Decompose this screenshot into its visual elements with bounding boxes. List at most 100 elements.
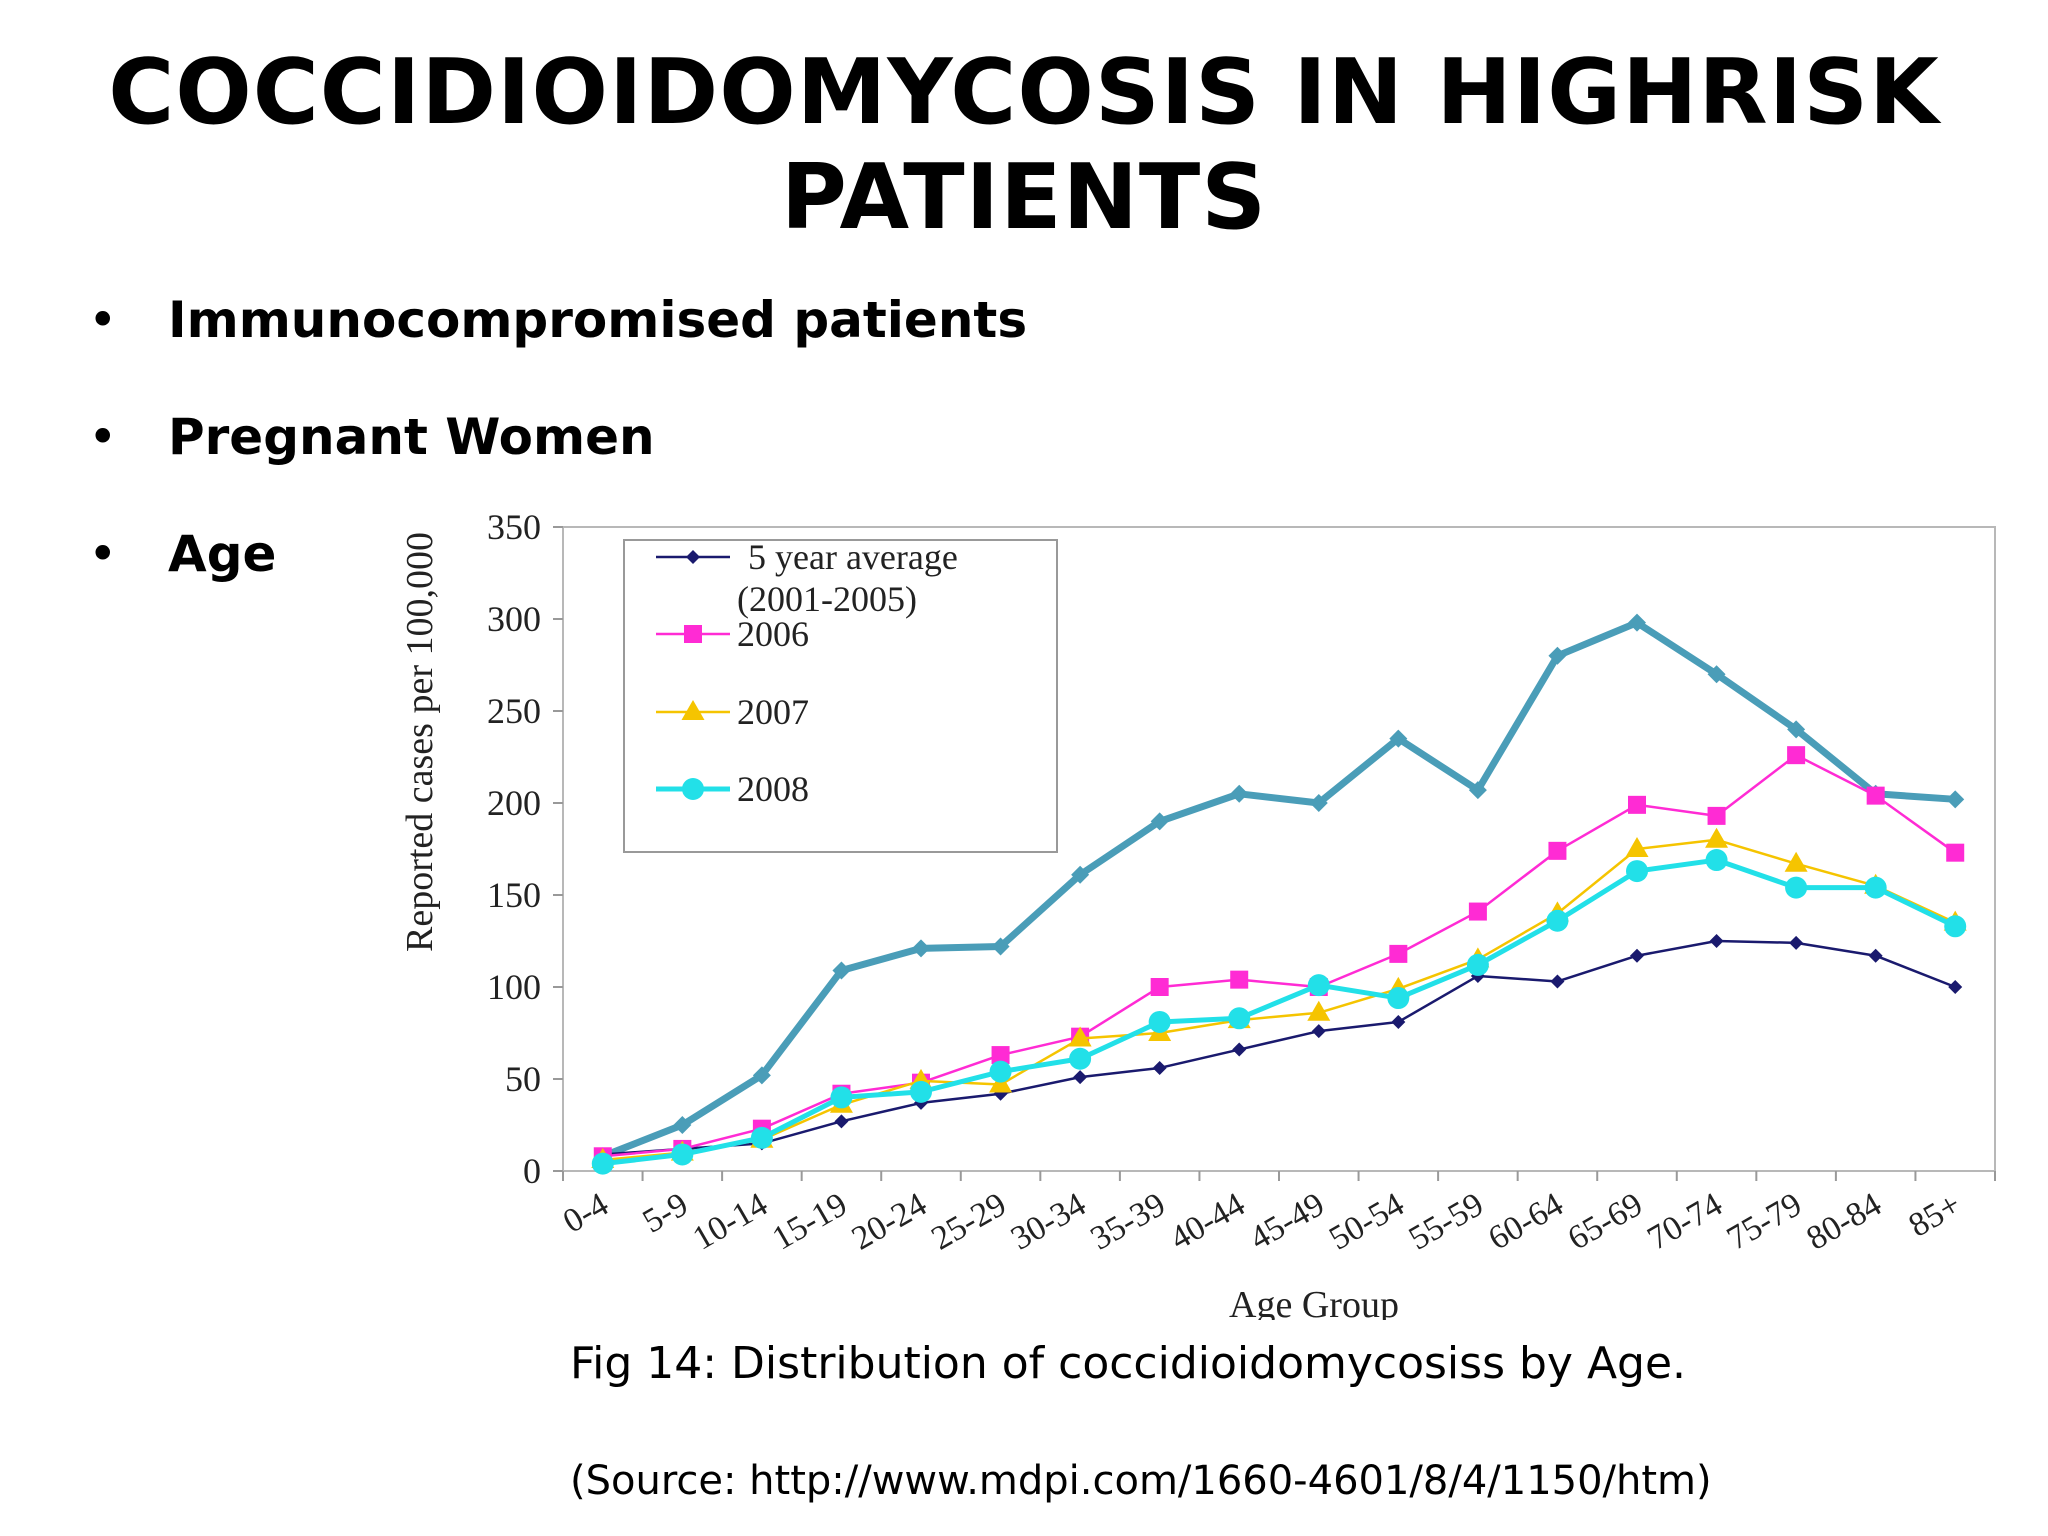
data-point <box>1789 935 1804 950</box>
data-point <box>752 1066 771 1085</box>
x-tick-label: 80-84 <box>1800 1186 1887 1258</box>
bullet-text: Pregnant Women <box>168 408 655 466</box>
data-point <box>1785 876 1808 899</box>
legend-label: (2001-2005) <box>737 579 917 619</box>
legend-label: 5 year average <box>748 537 958 577</box>
data-point <box>1069 1047 1092 1070</box>
legend-item: 5 year average(2001-2005) <box>656 537 958 619</box>
data-point <box>1309 794 1328 812</box>
y-tick-label: 250 <box>487 691 541 731</box>
data-point <box>1864 876 1887 899</box>
data-point <box>1550 974 1565 989</box>
x-tick-label: 15-19 <box>766 1186 853 1258</box>
data-point <box>834 1114 849 1129</box>
series-5-year-average-2001-2005- <box>595 934 1963 1162</box>
data-point <box>682 778 704 800</box>
series-line <box>602 939 1956 1156</box>
x-tick-label: 0-4 <box>557 1186 615 1241</box>
x-tick-label: 30-34 <box>1005 1186 1092 1258</box>
legend-label: 2008 <box>737 769 809 809</box>
data-point <box>1707 806 1726 825</box>
data-point <box>1468 781 1487 800</box>
data-point <box>1866 786 1885 805</box>
legend-item: 2006 <box>656 614 809 654</box>
data-point <box>1705 827 1729 848</box>
bullet-dot: • <box>88 291 118 349</box>
data-point <box>1946 790 1965 809</box>
data-point <box>1311 1024 1326 1039</box>
data-point <box>1630 948 1644 963</box>
data-point <box>1948 980 1963 994</box>
y-tick-label: 300 <box>487 599 541 639</box>
data-point <box>1944 915 1967 938</box>
data-point <box>1548 841 1567 860</box>
y-axis-label: Reported cases per 100,000 <box>399 532 441 952</box>
y-tick-label: 50 <box>505 1059 541 1099</box>
data-point <box>1230 784 1249 803</box>
x-axis-label: Age Group <box>1229 1284 1399 1320</box>
data-point <box>1787 746 1806 765</box>
x-tick-label: 45-49 <box>1244 1186 1331 1258</box>
data-point <box>1628 613 1646 632</box>
data-point <box>1787 720 1806 739</box>
data-point <box>686 550 700 564</box>
slide-title: COCCIDIOIDOMYCOSIS IN HIGHRISK PATIENTS <box>108 40 1940 250</box>
series-unlabeled <box>593 613 1965 1166</box>
series-line <box>602 753 1956 1158</box>
data-point <box>1307 974 1330 997</box>
data-point <box>1228 1007 1251 1030</box>
series-layer <box>591 613 1967 1175</box>
y-tick-label: 200 <box>487 783 541 823</box>
series-line <box>601 619 1956 1160</box>
data-point <box>1150 812 1169 831</box>
x-tick-label: 35-39 <box>1084 1186 1171 1258</box>
y-tick-label: 100 <box>487 967 541 1007</box>
y-tick-label: 350 <box>487 507 541 547</box>
x-tick-label: 60-64 <box>1482 1186 1569 1258</box>
data-point <box>1626 860 1648 883</box>
data-point <box>832 961 851 980</box>
data-point <box>1307 1000 1331 1021</box>
y-tick-label: 150 <box>487 875 541 915</box>
data-point <box>1148 1010 1171 1033</box>
data-point <box>1152 1060 1167 1075</box>
data-point <box>1068 1026 1092 1047</box>
bullet-dot: • <box>88 408 118 466</box>
series-line <box>602 838 1956 1162</box>
x-tick-label: 40-44 <box>1164 1186 1251 1258</box>
data-point <box>1150 978 1169 996</box>
x-tick-label: 55-59 <box>1403 1186 1490 1258</box>
x-axis: 0-4 5-910-1415-1920-2425-2930-3435-3940-4… <box>557 1171 1996 1258</box>
data-point <box>991 1046 1010 1065</box>
x-tick-label: 20-24 <box>846 1186 933 1258</box>
legend-box <box>623 539 1058 853</box>
data-point <box>1868 948 1883 963</box>
x-tick-label: 10-14 <box>687 1186 774 1258</box>
data-point <box>1468 902 1487 921</box>
x-tick-label: 75-79 <box>1721 1186 1808 1258</box>
data-point <box>681 700 705 720</box>
x-tick-label: 50-54 <box>1323 1186 1410 1258</box>
x-tick-label: 85+ <box>1903 1186 1968 1245</box>
data-point <box>750 1126 773 1149</box>
data-point <box>684 625 702 643</box>
legend-label: 2007 <box>737 692 809 732</box>
data-point <box>1548 646 1567 665</box>
data-point <box>1232 1042 1247 1057</box>
figure-caption: Fig 14: Distribution of coccidioidomycos… <box>570 1338 1687 1389</box>
data-point <box>910 1080 932 1103</box>
bullet-item: • Immunocompromised patients <box>88 290 1027 407</box>
data-point <box>1389 944 1408 963</box>
bullet-dot: • <box>88 525 118 583</box>
x-tick-label: 70-74 <box>1641 1186 1728 1258</box>
data-point <box>1071 865 1090 884</box>
legend-item: 2007 <box>656 692 809 732</box>
legend-item: 2008 <box>656 769 809 809</box>
data-point <box>1466 953 1489 976</box>
bullet-text: Age <box>168 525 277 583</box>
legend: 5 year average(2001-2005)2006 2007 2008 <box>623 537 1058 853</box>
data-point <box>830 1086 853 1109</box>
series-line <box>602 857 1957 1167</box>
data-point <box>1230 970 1249 989</box>
